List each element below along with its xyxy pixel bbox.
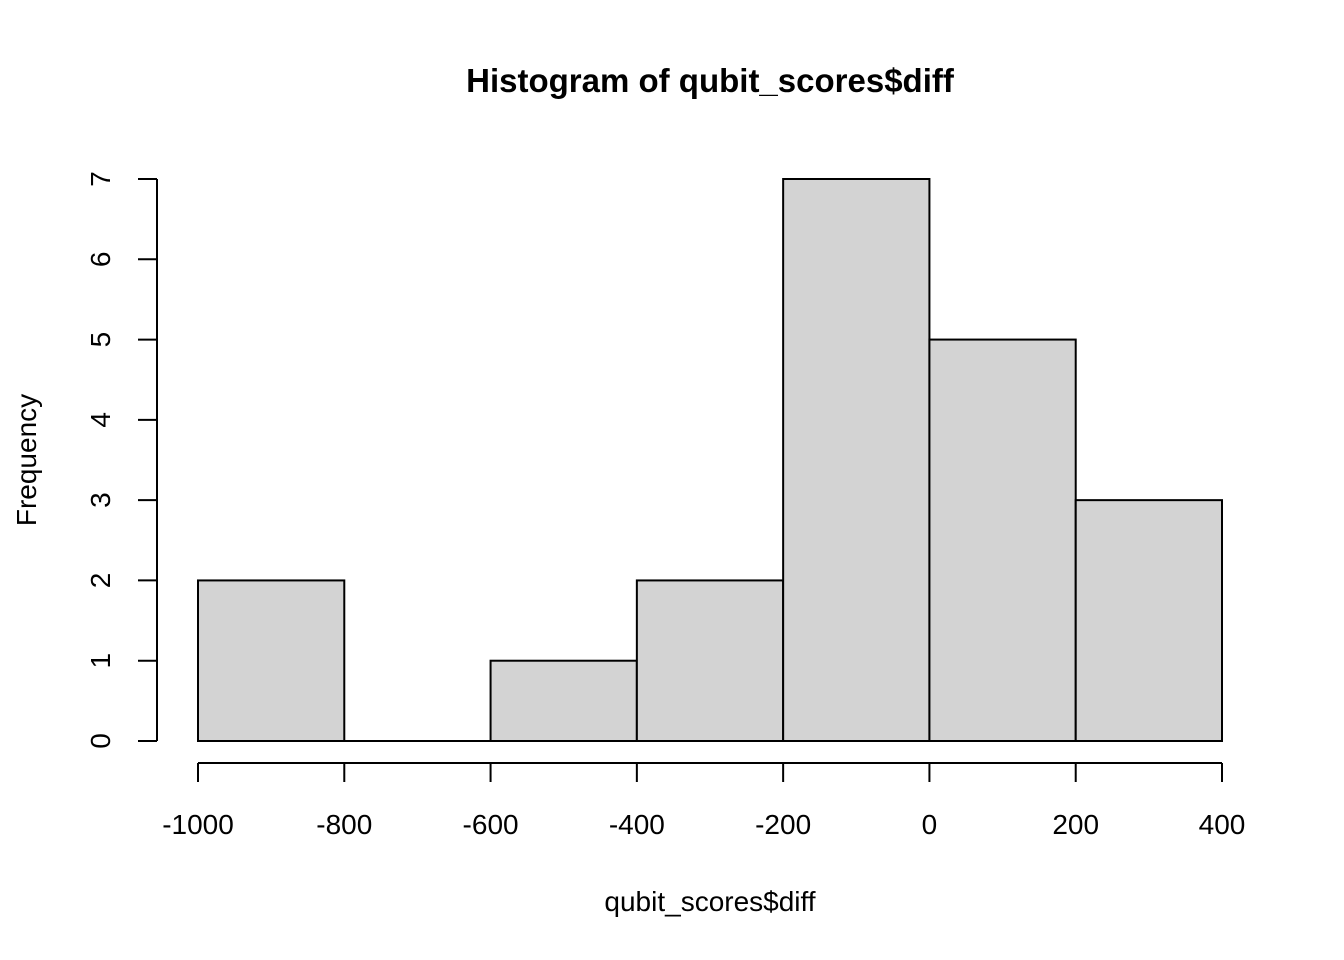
y-tick-label: 1: [85, 653, 116, 669]
x-axis-label: qubit_scores$diff: [604, 886, 815, 917]
x-tick-label: -800: [316, 809, 372, 840]
y-tick-label: 0: [85, 733, 116, 749]
x-tick-label: -200: [755, 809, 811, 840]
x-tick-label: -600: [463, 809, 519, 840]
y-axis: 0 1 2 3 4 5 6 7: [85, 171, 158, 749]
y-tick-label: 3: [85, 492, 116, 508]
histogram-bar-6: [1074, 499, 1223, 742]
histogram-bar-0: [197, 579, 346, 743]
histogram-bar-4: [782, 178, 931, 742]
x-tick-label: -1000: [162, 809, 234, 840]
x-tick-label: 400: [1199, 809, 1246, 840]
y-axis-label: Frequency: [11, 394, 42, 526]
y-tick-label: 4: [85, 412, 116, 428]
chart-title: Histogram of qubit_scores$diff: [466, 62, 955, 99]
y-tick-label: 2: [85, 573, 116, 589]
bars-group: [197, 178, 1223, 743]
histogram-bar-5: [928, 338, 1077, 742]
y-tick-label: 6: [85, 251, 116, 267]
y-tick-label: 7: [85, 171, 116, 187]
x-tick-label: 200: [1052, 809, 1099, 840]
x-axis: -1000 -800 -600 -400 -200 0 200 400: [162, 762, 1246, 840]
y-tick-label: 5: [85, 332, 116, 348]
histogram-bar-3: [635, 579, 785, 743]
x-tick-label: 0: [922, 809, 938, 840]
histogram-bar-2: [489, 659, 638, 743]
x-tick-label: -400: [609, 809, 665, 840]
